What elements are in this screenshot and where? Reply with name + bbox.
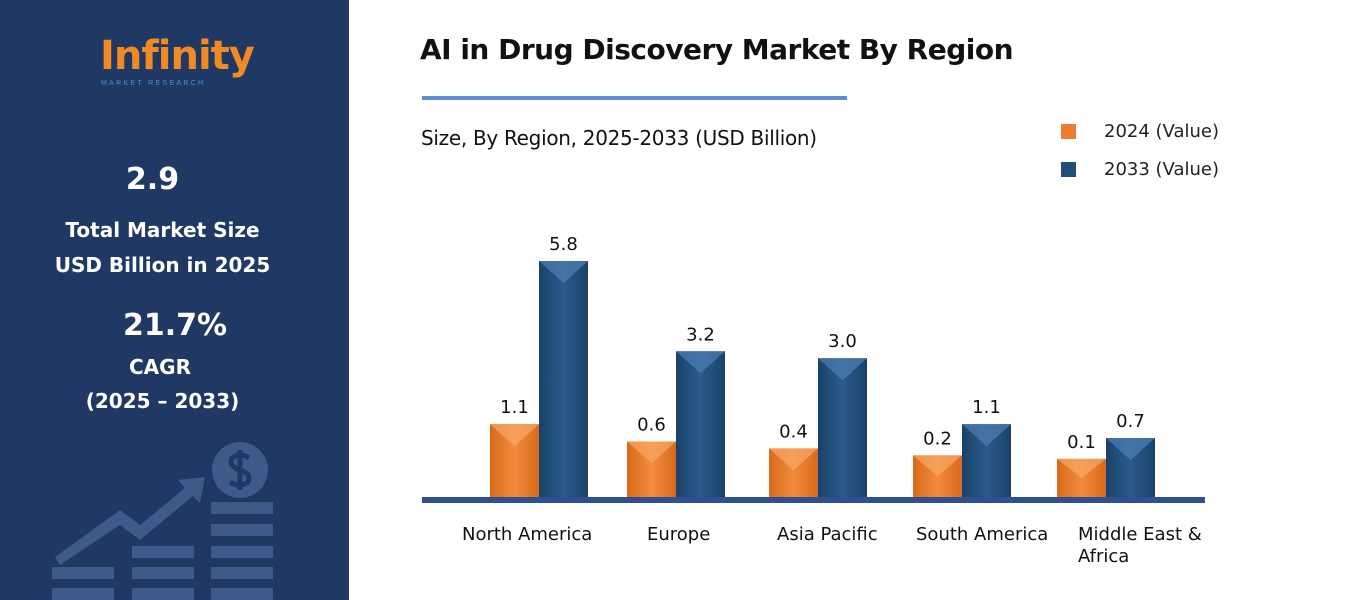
legend-label-2024: 2024 (Value) <box>1104 121 1220 142</box>
bar-bevel <box>627 441 676 464</box>
legend-item-2033: 2033 (Value) <box>1061 159 1219 181</box>
data-label: 0.6 <box>637 414 666 435</box>
bar-bevel <box>1106 438 1155 461</box>
title-divider <box>422 96 847 100</box>
data-label: 0.2 <box>923 428 952 449</box>
left-panel: Infinity MARKET RESEARCH 2.9 Total Marke… <box>0 0 349 600</box>
bar-bevel <box>676 351 725 374</box>
market-size-label: Total Market Size <box>65 218 260 242</box>
data-label: 0.7 <box>1116 411 1145 432</box>
cagr-label: CAGR <box>129 355 191 379</box>
bar-bevel <box>913 455 962 477</box>
category-label: South America <box>916 524 1049 545</box>
legend-item-2024: 2024 (Value) <box>1061 121 1219 143</box>
market-size-unit: USD Billion in 2025 <box>54 253 271 277</box>
bar-2033-0 <box>539 261 588 497</box>
legend-swatch-2024 <box>1061 124 1076 139</box>
data-label: 3.0 <box>828 331 857 352</box>
market-size-value: 2.9 <box>125 162 180 197</box>
logo: Infinity <box>100 33 255 79</box>
category-label: Middle East & Africa <box>1078 524 1202 567</box>
data-label: 5.8 <box>549 234 578 255</box>
legend-label-2033: 2033 (Value) <box>1104 159 1220 180</box>
bar-bevel <box>1057 458 1106 478</box>
bar-2033-1 <box>676 351 725 497</box>
bar-bevel <box>539 261 588 284</box>
data-label: 3.2 <box>686 324 715 345</box>
chart-subtitle: Size, By Region, 2025-2033 (USD Billion) <box>421 126 817 150</box>
legend-swatch-2033 <box>1061 162 1076 177</box>
growth-illustration <box>52 442 273 600</box>
cagr-value: 21.7% <box>122 308 228 343</box>
bar-bevel <box>962 424 1011 447</box>
chart-title: AI in Drug Discovery Market By Region <box>420 33 1014 66</box>
data-label: 0.4 <box>779 421 808 442</box>
data-label: 0.1 <box>1067 432 1096 453</box>
data-label: 1.1 <box>972 397 1001 418</box>
category-label: North America <box>462 524 593 545</box>
cagr-period: (2025 – 2033) <box>85 389 240 413</box>
category-label: Asia Pacific <box>777 524 878 545</box>
dollar-icon <box>228 450 252 490</box>
logo-tagline: MARKET RESEARCH <box>101 80 206 87</box>
data-label: 1.1 <box>500 397 529 418</box>
bar-bevel <box>769 448 818 471</box>
bar-bevel <box>818 358 867 381</box>
category-label: Europe <box>647 524 711 545</box>
bar-bevel <box>490 424 539 447</box>
x-axis-line <box>422 497 1205 503</box>
bar-2033-2 <box>818 358 867 497</box>
